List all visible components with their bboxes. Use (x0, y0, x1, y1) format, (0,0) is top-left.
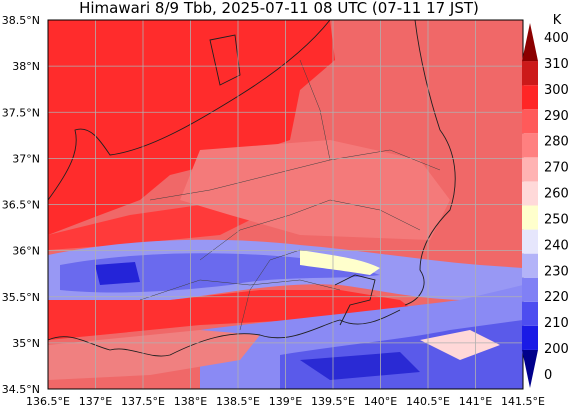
x-tick-label: 139.5°E (311, 395, 355, 408)
colorbar-segment (522, 277, 538, 302)
x-tick-label: 139°E (269, 395, 302, 408)
x-tick-label: 141°E (459, 395, 492, 408)
colorbar-segment (522, 23, 538, 62)
colorbar-tick-label: 260 (544, 187, 569, 202)
y-tick-label: 34.5°N (2, 383, 40, 396)
colorbar-tick-label: 400 (544, 31, 569, 46)
y-tick-label: 37°N (12, 152, 40, 165)
colorbar-tick-label: 200 (544, 342, 569, 357)
colorbar-segment (522, 301, 538, 326)
colorbar-tick-label: 270 (544, 161, 569, 176)
colorbar-tick-label: 230 (544, 264, 569, 279)
colorbar-segment (522, 205, 538, 230)
colorbar-segment (522, 325, 538, 350)
y-tick-label: 36°N (12, 245, 40, 258)
x-tick-labels: 136.5°E 137°E 137.5°E 138°E 138.5°E 139°E 139.… (26, 395, 545, 408)
colorbar-segment (522, 157, 538, 182)
coastlines (48, 20, 456, 357)
colorbar-segment (522, 133, 538, 158)
colorbar-segment (522, 85, 538, 110)
y-tick-labels: 34.5°N 35°N 35.5°N 36°N 36.5°N 37°N 37.5°N 38°N… (2, 14, 40, 396)
colorbar-tick-label: 210 (544, 316, 569, 331)
colorbar (522, 23, 538, 388)
x-tick-label: 138°E (174, 395, 207, 408)
y-tick-label: 35.5°N (2, 291, 40, 304)
colorbar-tick-label: 300 (544, 83, 569, 98)
x-tick-label: 136.5°E (26, 395, 70, 408)
colorbar-segment (522, 61, 538, 86)
graticule (48, 20, 523, 389)
colorbar-tick-label: 250 (544, 212, 569, 227)
y-tick-label: 38.5°N (2, 14, 40, 27)
colorbar-tick-label: 290 (544, 109, 569, 124)
x-tick-label: 137.5°E (121, 395, 165, 408)
colorbar-segment (522, 109, 538, 134)
y-tick-label: 37.5°N (2, 106, 40, 119)
colorbar-tick-labels: 0 200 210 220 230 240 250 260 270 280 290 300 310 400 (544, 31, 569, 383)
x-tick-label: 140°E (364, 395, 397, 408)
colorbar-segment (522, 253, 538, 278)
x-tick-label: 141.5°E (501, 395, 545, 408)
y-tick-label: 38°N (12, 60, 40, 73)
colorbar-tick-label: 310 (544, 57, 569, 72)
colorbar-tick-label: 280 (544, 135, 569, 150)
colorbar-tick-label: 0 (544, 368, 552, 383)
colorbar-segment (522, 181, 538, 206)
colorbar-tick-label: 220 (544, 290, 569, 305)
colorbar-tick-label: 240 (544, 238, 569, 253)
colorbar-segment (522, 229, 538, 254)
y-tick-label: 36.5°N (2, 199, 40, 212)
colorbar-segment (522, 349, 538, 388)
x-tick-label: 140.5°E (406, 395, 450, 408)
figure-title: Himawari 8/9 Tbb, 2025-07-11 08 UTC (07-… (79, 0, 479, 17)
x-tick-label: 138.5°E (216, 395, 260, 408)
colorbar-unit: K (553, 13, 562, 28)
prefecture-borders (139, 59, 441, 331)
y-tick-label: 35°N (12, 337, 40, 350)
x-tick-label: 137°E (79, 395, 112, 408)
